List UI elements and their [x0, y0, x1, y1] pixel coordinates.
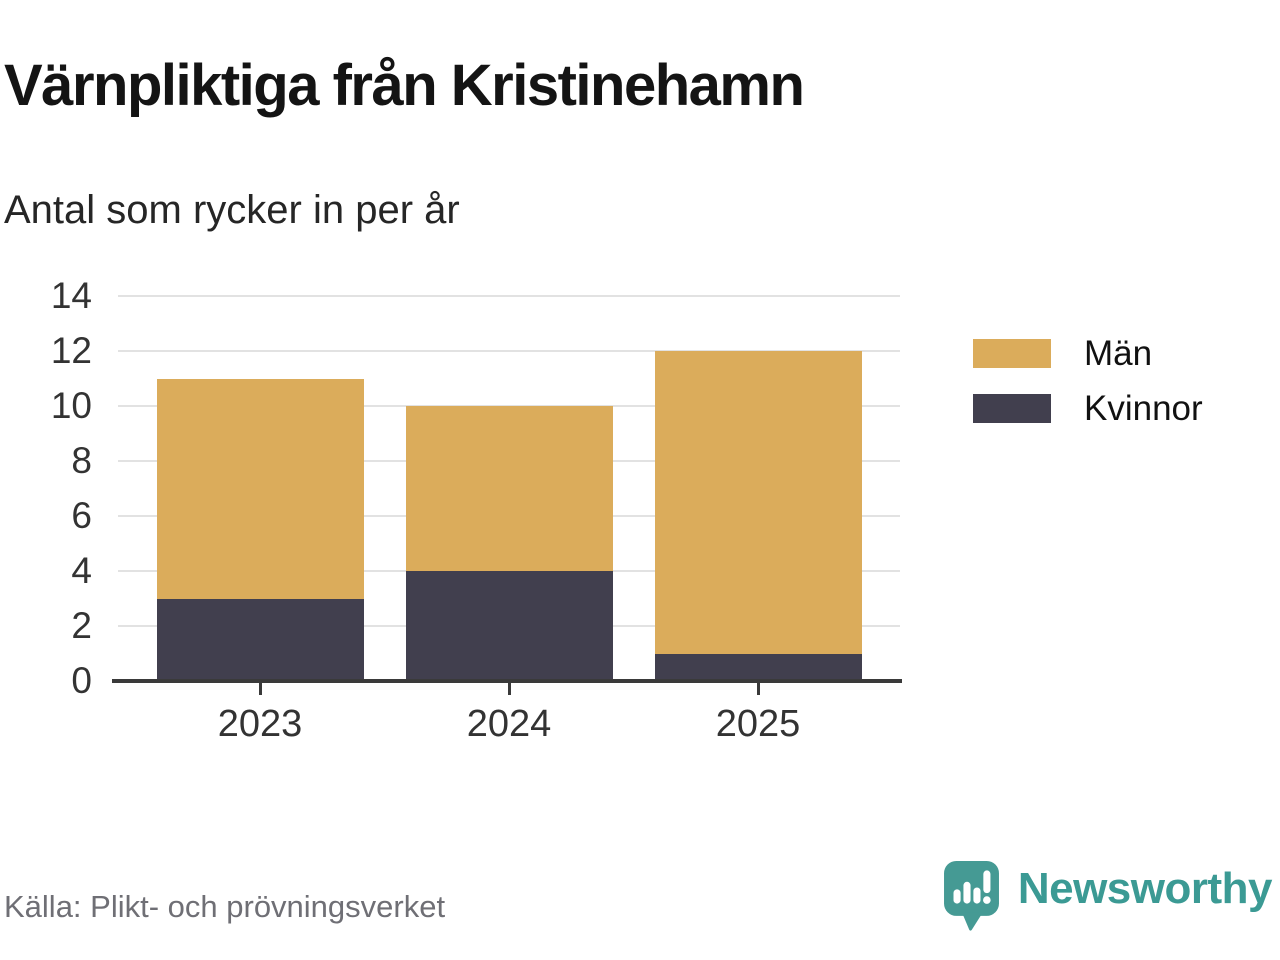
x-tick-label: 2025	[715, 703, 801, 745]
legend-item-kvinnor: Kvinnor	[973, 389, 1203, 428]
y-tick-label: 12	[50, 330, 92, 371]
y-tick-label: 2	[71, 605, 92, 646]
legend-label: Män	[1084, 334, 1153, 373]
grid-line	[118, 295, 900, 297]
legend-swatch	[973, 339, 1051, 368]
x-tick-label: 2024	[466, 703, 552, 745]
x-tick-label: 2023	[217, 703, 303, 745]
bar-segment-män-2023	[156, 378, 364, 599]
bar-segment-män-2025	[654, 351, 862, 654]
y-tick-label: 10	[50, 385, 92, 426]
legend-swatch	[973, 394, 1051, 423]
page-title: Värnpliktiga från Kristinehamn	[4, 53, 805, 118]
x-axis-tick	[258, 681, 262, 695]
bar-chart-speech-bubble-icon	[943, 860, 999, 931]
y-tick-label: 6	[71, 495, 92, 536]
chart-legend: Män Kvinnor	[973, 334, 1203, 449]
y-tick-label: 0	[71, 660, 92, 701]
bar-segment-kvinnor-2023	[156, 598, 364, 681]
brand-name: Newsworthy	[1017, 864, 1273, 913]
bar-segment-män-2024	[405, 406, 613, 571]
bar-segment-kvinnor-2024	[405, 571, 613, 681]
bar-segment-kvinnor-2025	[654, 653, 862, 681]
legend-item-män: Män	[973, 334, 1203, 373]
legend-label: Kvinnor	[1084, 389, 1203, 428]
y-tick-label: 8	[71, 440, 92, 481]
brand-logo: Newsworthy	[943, 860, 1273, 932]
grid-line	[118, 350, 900, 352]
chart-subtitle: Antal som rycker in per år	[4, 188, 460, 232]
x-axis-line	[112, 679, 902, 683]
y-tick-label: 4	[71, 550, 92, 591]
source-note: Källa: Plikt- och prövningsverket	[4, 889, 446, 924]
x-axis-tick	[756, 681, 760, 695]
x-axis-tick	[507, 681, 511, 695]
y-tick-label: 14	[50, 275, 92, 316]
